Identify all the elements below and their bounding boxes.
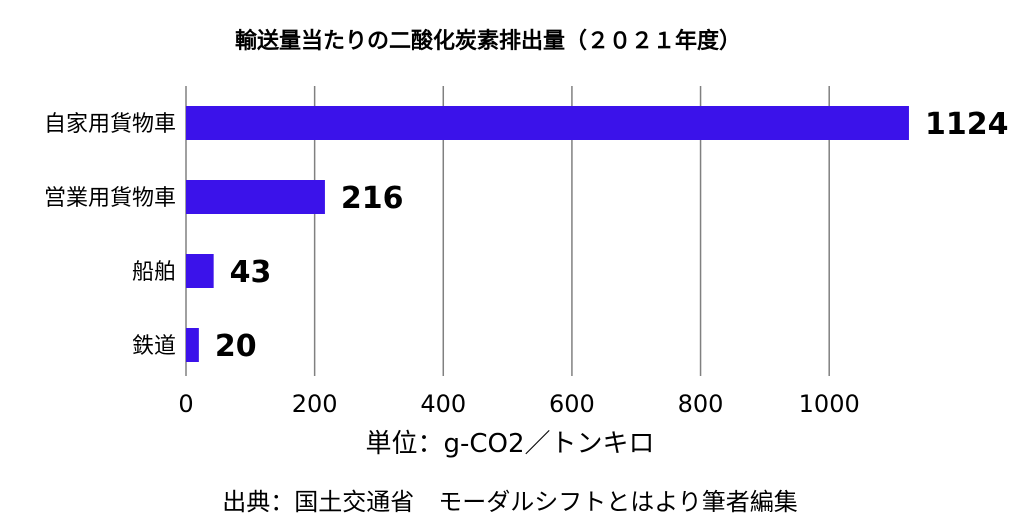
value-label: 43 (230, 255, 272, 290)
x-axis-label: 単位：g-CO2／トンキロ (365, 429, 654, 459)
bar (186, 180, 325, 214)
x-tick-label: 0 (178, 390, 193, 418)
x-tick-label: 800 (678, 390, 724, 418)
category-label: 鉄道 (132, 334, 176, 359)
x-tick-label: 400 (420, 390, 466, 418)
bar (186, 254, 214, 288)
category-label: 営業用貨物車 (44, 186, 176, 211)
value-label: 216 (341, 181, 404, 216)
value-labels: 1124 216 43 20 (215, 107, 1009, 364)
category-label: 自家用貨物車 (44, 112, 176, 137)
x-tick-label: 600 (549, 390, 595, 418)
category-label: 船舶 (132, 260, 176, 285)
x-tick-label: 1000 (799, 390, 860, 418)
value-label: 1124 (925, 107, 1009, 142)
source-note: 出典：国土交通省 モーダルシフトとはより筆者編集 (222, 488, 798, 516)
chart-title: 輸送量当たりの二酸化炭素排出量（２０２１年度） (235, 28, 741, 54)
x-tick-labels: 0 200 400 600 800 1000 (178, 390, 859, 418)
bar (186, 328, 199, 362)
bars (186, 106, 909, 362)
value-label: 20 (215, 329, 257, 364)
x-tick-label: 200 (292, 390, 338, 418)
bar (186, 106, 909, 140)
